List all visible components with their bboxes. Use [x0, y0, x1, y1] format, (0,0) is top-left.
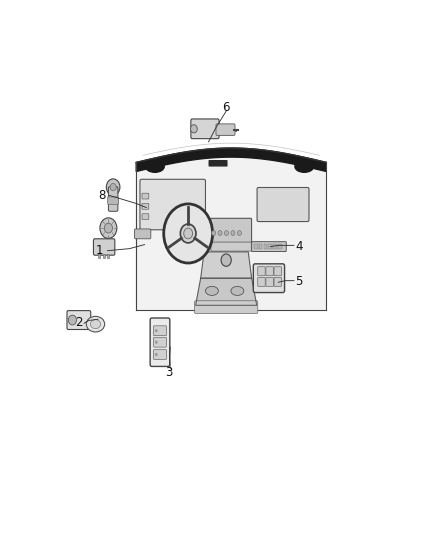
Text: 8: 8 — [98, 189, 105, 202]
Text: 1: 1 — [96, 244, 103, 257]
Circle shape — [224, 231, 229, 236]
FancyBboxPatch shape — [257, 188, 309, 222]
Ellipse shape — [231, 286, 244, 295]
FancyBboxPatch shape — [274, 277, 282, 286]
FancyBboxPatch shape — [67, 311, 91, 329]
Bar — [268, 244, 272, 249]
Polygon shape — [136, 148, 326, 310]
Circle shape — [184, 228, 193, 239]
Bar — [264, 244, 267, 249]
Text: 5: 5 — [296, 275, 303, 288]
Circle shape — [191, 125, 197, 133]
Circle shape — [218, 231, 222, 236]
Ellipse shape — [145, 161, 164, 172]
FancyBboxPatch shape — [258, 277, 265, 286]
FancyBboxPatch shape — [258, 266, 265, 276]
Circle shape — [110, 183, 116, 191]
FancyBboxPatch shape — [140, 179, 205, 230]
Bar — [103, 254, 105, 257]
FancyBboxPatch shape — [142, 204, 149, 209]
Circle shape — [104, 223, 113, 233]
Circle shape — [164, 204, 212, 263]
Circle shape — [212, 231, 215, 236]
FancyBboxPatch shape — [142, 214, 149, 220]
FancyBboxPatch shape — [108, 187, 118, 211]
FancyBboxPatch shape — [142, 193, 149, 199]
FancyBboxPatch shape — [154, 350, 166, 359]
Text: 3: 3 — [165, 366, 172, 379]
Bar — [259, 244, 262, 249]
Circle shape — [68, 315, 77, 325]
Circle shape — [155, 341, 158, 344]
Polygon shape — [196, 278, 257, 305]
FancyBboxPatch shape — [266, 277, 273, 286]
Circle shape — [231, 231, 235, 236]
FancyBboxPatch shape — [251, 241, 286, 252]
Ellipse shape — [295, 161, 314, 172]
Circle shape — [221, 254, 231, 266]
FancyBboxPatch shape — [154, 337, 166, 347]
Polygon shape — [136, 148, 326, 172]
FancyBboxPatch shape — [211, 242, 251, 251]
FancyBboxPatch shape — [208, 160, 227, 166]
Bar — [254, 244, 258, 249]
FancyBboxPatch shape — [134, 229, 151, 239]
FancyBboxPatch shape — [253, 264, 285, 293]
Circle shape — [237, 231, 241, 236]
Polygon shape — [201, 252, 251, 278]
Bar — [98, 254, 100, 257]
Ellipse shape — [205, 286, 219, 295]
Text: 2: 2 — [75, 316, 83, 329]
FancyBboxPatch shape — [108, 197, 119, 204]
Circle shape — [106, 179, 120, 195]
Circle shape — [155, 329, 158, 333]
FancyBboxPatch shape — [266, 266, 273, 276]
Text: 6: 6 — [223, 101, 230, 114]
Bar — [273, 244, 277, 249]
Ellipse shape — [90, 320, 101, 329]
FancyBboxPatch shape — [211, 219, 251, 243]
FancyBboxPatch shape — [194, 301, 258, 313]
FancyBboxPatch shape — [150, 318, 170, 366]
FancyBboxPatch shape — [191, 119, 219, 139]
FancyBboxPatch shape — [93, 239, 115, 255]
FancyBboxPatch shape — [216, 124, 235, 135]
Circle shape — [100, 218, 117, 238]
Bar — [107, 254, 110, 257]
FancyBboxPatch shape — [274, 266, 282, 276]
Circle shape — [180, 224, 196, 243]
Text: 4: 4 — [295, 240, 303, 253]
Bar — [278, 244, 282, 249]
Circle shape — [155, 353, 158, 356]
Ellipse shape — [86, 317, 105, 332]
FancyBboxPatch shape — [154, 326, 166, 336]
